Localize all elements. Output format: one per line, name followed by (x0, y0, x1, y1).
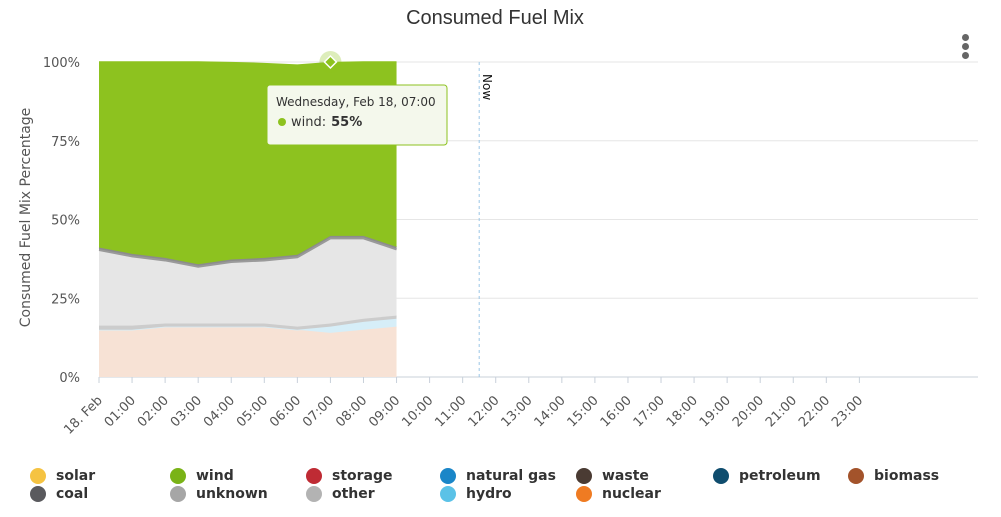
tooltip: Wednesday, Feb 18, 07:00 wind: 55% (266, 84, 448, 146)
area-line-wind (99, 61, 397, 66)
x-tick-label: 09:00 (366, 393, 403, 430)
tooltip-title: Wednesday, Feb 18, 07:00 (276, 95, 436, 109)
y-tick-label: 0% (59, 371, 80, 386)
x-tick-label: 21:00 (763, 393, 800, 430)
legend-label: natural gas (466, 468, 556, 484)
legend-item-biomass[interactable]: biomass (848, 468, 939, 484)
legend-swatch (170, 486, 186, 502)
legend-label: hydro (466, 486, 512, 502)
x-tick-label: 11:00 (432, 393, 469, 430)
legend-item-nuclear[interactable]: nuclear (576, 486, 661, 502)
legend-item-unknown[interactable]: unknown (170, 486, 268, 502)
area-unknown[interactable] (99, 238, 397, 327)
legend-item-waste[interactable]: waste (576, 468, 649, 484)
x-tick-label: 18:00 (664, 393, 701, 430)
legend-swatch (576, 486, 592, 502)
x-tick-label: 13:00 (499, 393, 536, 430)
x-tick-label: 17:00 (631, 393, 668, 430)
x-tick-label: 04:00 (201, 393, 238, 430)
y-axis-ticks: 0% 25% 50% 75% 100% (43, 56, 80, 386)
legend-item-storage[interactable]: storage (306, 468, 393, 484)
x-tick-label: 01:00 (102, 393, 139, 430)
area-hydro[interactable] (99, 318, 397, 333)
legend-swatch (306, 486, 322, 502)
legend-label: solar (56, 468, 96, 484)
legend-item-natural-gas[interactable]: natural gas (440, 468, 556, 484)
legend-swatch (576, 468, 592, 484)
legend-item-coal[interactable]: coal (30, 486, 88, 502)
legend-swatch (306, 468, 322, 484)
area-nuclear[interactable] (99, 326, 397, 377)
legend-label: petroleum (739, 468, 821, 484)
legend-item-solar[interactable]: solar (30, 468, 95, 484)
tooltip-series-dot (278, 118, 286, 126)
y-tick-label: 100% (43, 56, 80, 71)
x-tick-label: 06:00 (267, 393, 304, 430)
legend-swatch (713, 468, 729, 484)
legend-item-hydro[interactable]: hydro (440, 486, 512, 502)
y-tick-label: 75% (51, 135, 80, 150)
x-tick-label: 19:00 (697, 393, 734, 430)
y-axis-label: Consumed Fuel Mix Percentage (18, 108, 34, 328)
legend-swatch (30, 468, 46, 484)
legend-label: waste (602, 468, 649, 484)
legend-item-other[interactable]: other (306, 486, 375, 502)
x-tick-label: 20:00 (730, 393, 767, 430)
hover-point-marker (319, 51, 342, 73)
legend-swatch (440, 468, 456, 484)
now-marker: Now (478, 62, 494, 377)
x-tick-label: 18. Feb (61, 393, 105, 437)
x-tick-label: 03:00 (168, 393, 205, 430)
legend-item-wind[interactable]: wind (170, 468, 234, 484)
legend-item-petroleum[interactable]: petroleum (713, 468, 821, 484)
legend-label: biomass (874, 468, 940, 484)
x-tick-label: 07:00 (300, 393, 337, 430)
legend-swatch (30, 486, 46, 502)
legend-label: other (332, 486, 375, 502)
y-tick-label: 50% (51, 214, 80, 229)
x-tick-label: 08:00 (333, 393, 370, 430)
x-tick-label: 16:00 (598, 393, 635, 430)
tooltip-value: 55% (331, 115, 362, 130)
tooltip-series-name: wind (291, 115, 322, 130)
tooltip-body: wind: 55% (291, 115, 362, 130)
x-tick-label: 10:00 (399, 393, 436, 430)
legend-label: nuclear (602, 486, 661, 502)
x-tick-label: 22:00 (796, 393, 833, 430)
x-tick-label: 15:00 (565, 393, 602, 430)
x-tick-label: 02:00 (135, 393, 172, 430)
x-tick-label: 05:00 (234, 393, 271, 430)
legend-label: storage (332, 468, 393, 484)
x-tick-label: 14:00 (532, 393, 569, 430)
x-tick-label: 12:00 (465, 393, 502, 430)
hover-point (323, 54, 338, 70)
unknown-boundary-line (98, 237, 397, 268)
chart-title: Consumed Fuel Mix (406, 7, 584, 29)
legend-label: unknown (196, 486, 268, 502)
tooltip-box (266, 84, 448, 146)
legend-label: coal (56, 486, 89, 502)
chart-menu-icon[interactable] (958, 34, 972, 60)
legend-swatch (848, 468, 864, 484)
legend-swatch (440, 486, 456, 502)
x-tick-label: 23:00 (829, 393, 866, 430)
tooltip-separator: : (322, 115, 326, 130)
legend-label: wind (196, 468, 234, 484)
y-tick-label: 25% (51, 292, 80, 307)
legend-swatch (170, 468, 186, 484)
now-label: Now (480, 74, 494, 100)
x-axis-ticks: 18. Feb01:0002:0003:0004:0005:0006:0007:… (61, 377, 866, 438)
area-other[interactable] (99, 315, 397, 330)
